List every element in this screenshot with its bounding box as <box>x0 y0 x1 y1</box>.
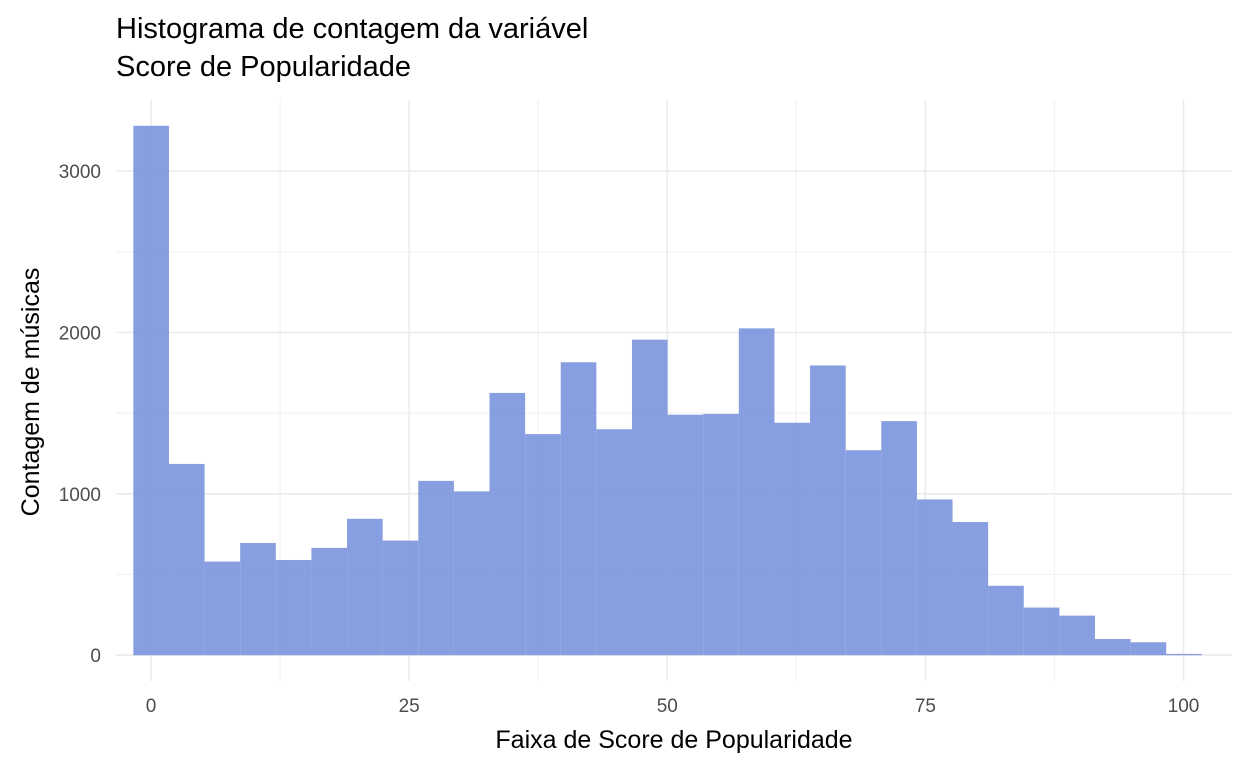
chart-title-line-2: Score de Popularidade <box>116 51 412 83</box>
histogram-bar <box>952 522 989 656</box>
histogram-bar <box>1095 639 1131 656</box>
histogram-bar <box>204 561 241 656</box>
histogram-bar <box>596 429 632 656</box>
y-tick-label: 2000 <box>59 323 101 344</box>
y-tick-label: 1000 <box>59 485 101 506</box>
bar-layer <box>133 125 1202 656</box>
histogram-bar <box>845 450 882 656</box>
histogram-bar <box>347 518 383 656</box>
histogram-bar <box>382 540 419 656</box>
x-tick-label: 25 <box>399 696 420 717</box>
histogram-bar <box>1059 615 1096 656</box>
histogram-bar <box>1130 642 1167 656</box>
y-tick-label: 0 <box>90 646 101 667</box>
histogram-bar <box>667 414 704 656</box>
histogram-bar <box>560 362 597 656</box>
histogram-bar <box>774 422 811 656</box>
histogram-bar <box>525 434 561 656</box>
histogram-bar <box>311 547 348 656</box>
histogram-bar <box>631 339 668 656</box>
histogram-bar <box>810 365 846 656</box>
histogram-bar <box>1166 653 1202 656</box>
histogram-bar <box>418 480 454 656</box>
histogram-bar <box>453 491 490 656</box>
histogram-bar <box>489 392 526 656</box>
histogram-bar <box>168 463 205 656</box>
histogram-bar <box>240 543 276 656</box>
y-axis-title: Contagem de músicas <box>17 268 45 517</box>
histogram-bar <box>881 421 917 656</box>
histogram-bar <box>916 499 953 656</box>
chart-title-line-1: Histograma de contagem da variável <box>116 13 589 45</box>
histogram-bar <box>738 328 775 656</box>
histogram-bar <box>133 125 169 656</box>
x-tick-label: 50 <box>657 696 678 717</box>
histogram-bar <box>1023 607 1060 656</box>
histogram-bar <box>703 413 739 656</box>
x-axis-title: Faixa de Score de Popularidade <box>495 726 852 754</box>
histogram-bar <box>275 559 312 656</box>
histogram-bar <box>988 585 1024 656</box>
x-tick-label: 100 <box>1168 696 1200 717</box>
x-tick-label: 75 <box>915 696 936 717</box>
y-tick-label: 3000 <box>59 162 101 183</box>
x-tick-label: 0 <box>146 696 157 717</box>
